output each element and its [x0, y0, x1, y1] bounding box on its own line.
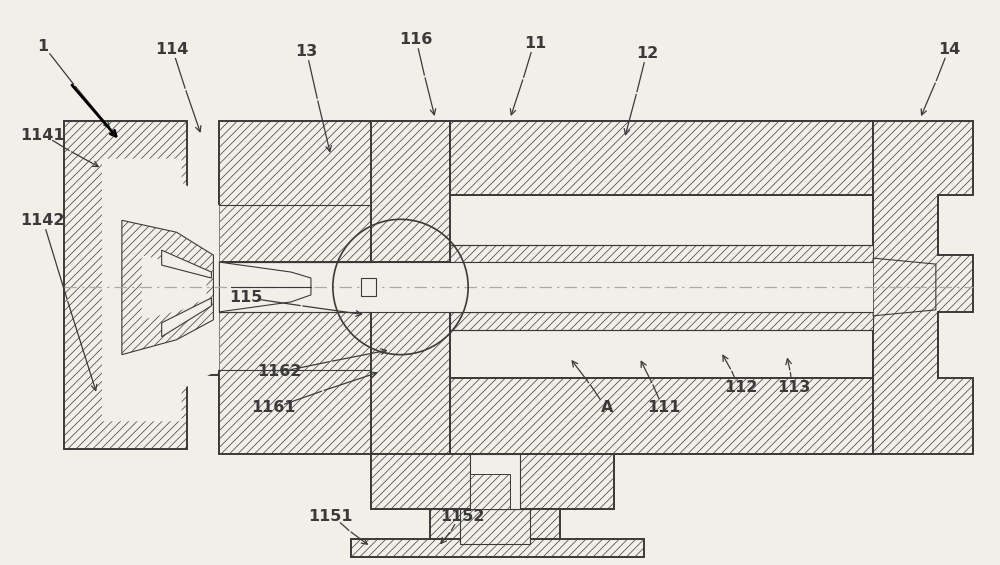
Text: 112: 112 [724, 380, 757, 395]
Text: 114: 114 [155, 42, 188, 56]
Polygon shape [460, 509, 530, 544]
Polygon shape [470, 474, 510, 509]
Polygon shape [142, 255, 206, 320]
Text: 1152: 1152 [440, 509, 484, 524]
Bar [219, 262, 868, 312]
Text: 111: 111 [648, 400, 681, 415]
Bar [219, 264, 868, 310]
Text: 1162: 1162 [257, 364, 301, 379]
Text: 1: 1 [37, 38, 48, 54]
Text: 12: 12 [636, 46, 658, 60]
Text: 11: 11 [524, 36, 546, 51]
Text: 113: 113 [777, 380, 810, 395]
Bar [219, 262, 371, 312]
Polygon shape [219, 312, 938, 454]
Polygon shape [450, 245, 873, 262]
Polygon shape [371, 454, 396, 509]
Polygon shape [351, 539, 644, 557]
Text: A: A [601, 400, 614, 415]
Text: 13: 13 [295, 44, 317, 59]
Text: 1141: 1141 [20, 128, 65, 143]
Polygon shape [219, 121, 938, 262]
Polygon shape [590, 454, 614, 509]
Polygon shape [162, 250, 211, 278]
Polygon shape [371, 312, 450, 454]
Text: 1142: 1142 [20, 213, 65, 228]
Bar [361, 278, 376, 296]
Text: 14: 14 [939, 42, 961, 56]
Polygon shape [219, 262, 311, 312]
Polygon shape [470, 454, 520, 509]
Polygon shape [102, 159, 219, 421]
Polygon shape [430, 509, 560, 539]
Text: 1151: 1151 [309, 509, 353, 524]
Text: 115: 115 [230, 290, 263, 306]
Text: 1161: 1161 [251, 400, 295, 415]
Polygon shape [122, 220, 213, 355]
Text: 116: 116 [399, 32, 432, 47]
Polygon shape [450, 121, 873, 195]
Polygon shape [873, 121, 973, 454]
Bar [450, 262, 873, 312]
Polygon shape [371, 454, 614, 509]
Polygon shape [873, 258, 936, 316]
Polygon shape [371, 121, 450, 262]
Polygon shape [450, 377, 873, 454]
Polygon shape [450, 312, 873, 330]
Polygon shape [64, 121, 219, 449]
Polygon shape [162, 298, 211, 337]
